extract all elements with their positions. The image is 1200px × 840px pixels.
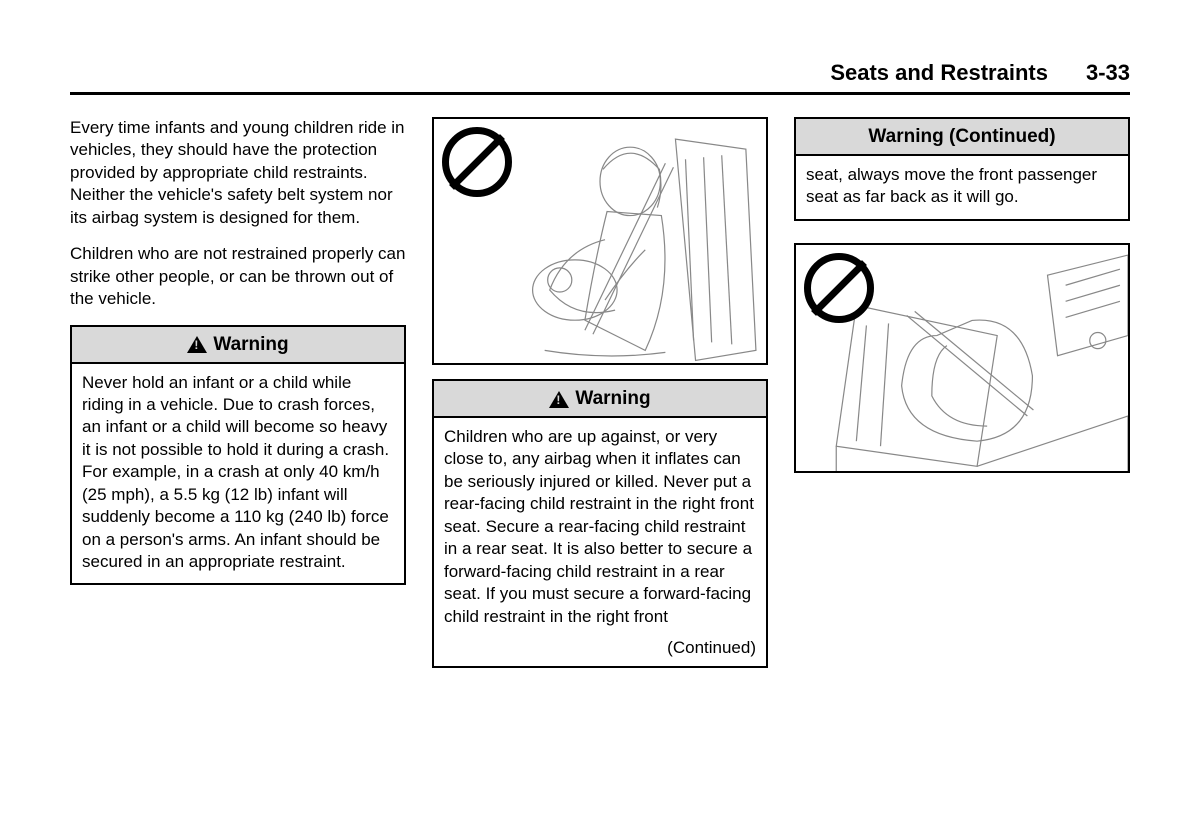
prohibition-icon — [442, 127, 512, 197]
warning-title-text-3: Warning (Continued) — [868, 126, 1055, 148]
warning-box-2: Warning Children who are up against, or … — [432, 379, 768, 668]
illustration-rear-facing-seat — [794, 243, 1130, 473]
warning-triangle-icon — [187, 336, 207, 353]
page-header: Seats and Restraints 3-33 — [70, 60, 1130, 95]
illustration-holding-infant — [432, 117, 768, 365]
warning-triangle-icon — [549, 391, 569, 408]
warning-title-3: Warning (Continued) — [796, 119, 1128, 156]
page-number: 3-33 — [1086, 60, 1130, 86]
warning-box-1: Warning Never hold an infant or a child … — [70, 325, 406, 586]
warning-title-1: Warning — [72, 327, 404, 364]
column-1: Every time infants and young children ri… — [70, 117, 406, 668]
intro-paragraph-1: Every time infants and young children ri… — [70, 117, 406, 229]
intro-paragraph-2: Children who are not restrained properly… — [70, 243, 406, 310]
warning-body-3: seat, always move the front passenger se… — [796, 156, 1128, 219]
warning-title-text-2: Warning — [575, 388, 650, 410]
warning-box-3-continued: Warning (Continued) seat, always move th… — [794, 117, 1130, 221]
warning-title-text-1: Warning — [213, 334, 288, 356]
column-2: Warning Children who are up against, or … — [432, 117, 768, 668]
warning-title-2: Warning — [434, 381, 766, 418]
content-columns: Every time infants and young children ri… — [70, 117, 1130, 668]
column-3: Warning (Continued) seat, always move th… — [794, 117, 1130, 668]
warning-continued-label: (Continued) — [434, 638, 766, 666]
warning-body-2: Children who are up against, or very clo… — [434, 418, 766, 638]
prohibition-icon — [804, 253, 874, 323]
section-title: Seats and Restraints — [830, 60, 1048, 86]
warning-body-1: Never hold an infant or a child while ri… — [72, 364, 404, 584]
